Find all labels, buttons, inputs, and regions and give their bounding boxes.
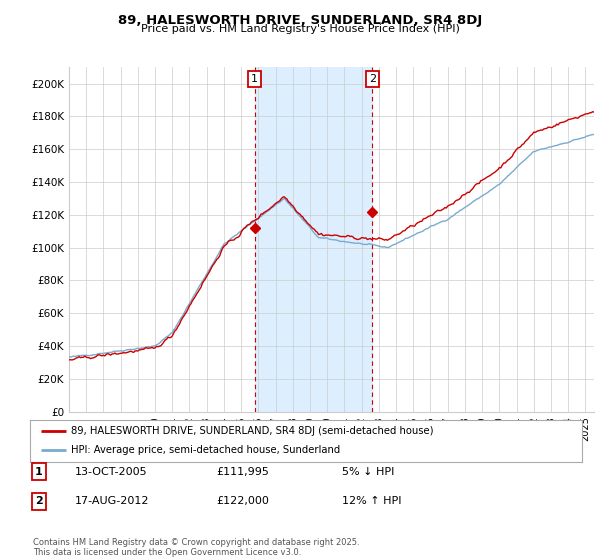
Text: HPI: Average price, semi-detached house, Sunderland: HPI: Average price, semi-detached house,… [71, 445, 341, 455]
Text: £122,000: £122,000 [216, 496, 269, 506]
Text: 2: 2 [35, 496, 43, 506]
Text: 1: 1 [35, 466, 43, 477]
Text: £111,995: £111,995 [216, 466, 269, 477]
Text: 5% ↓ HPI: 5% ↓ HPI [342, 466, 394, 477]
Text: 2: 2 [369, 74, 376, 84]
Text: 1: 1 [251, 74, 258, 84]
Text: 89, HALESWORTH DRIVE, SUNDERLAND, SR4 8DJ: 89, HALESWORTH DRIVE, SUNDERLAND, SR4 8D… [118, 14, 482, 27]
Text: 17-AUG-2012: 17-AUG-2012 [75, 496, 149, 506]
Text: Price paid vs. HM Land Registry's House Price Index (HPI): Price paid vs. HM Land Registry's House … [140, 24, 460, 34]
Text: 12% ↑ HPI: 12% ↑ HPI [342, 496, 401, 506]
Text: 13-OCT-2005: 13-OCT-2005 [75, 466, 148, 477]
Text: Contains HM Land Registry data © Crown copyright and database right 2025.
This d: Contains HM Land Registry data © Crown c… [33, 538, 359, 557]
Text: 89, HALESWORTH DRIVE, SUNDERLAND, SR4 8DJ (semi-detached house): 89, HALESWORTH DRIVE, SUNDERLAND, SR4 8D… [71, 426, 434, 436]
Bar [255, 67, 373, 412]
